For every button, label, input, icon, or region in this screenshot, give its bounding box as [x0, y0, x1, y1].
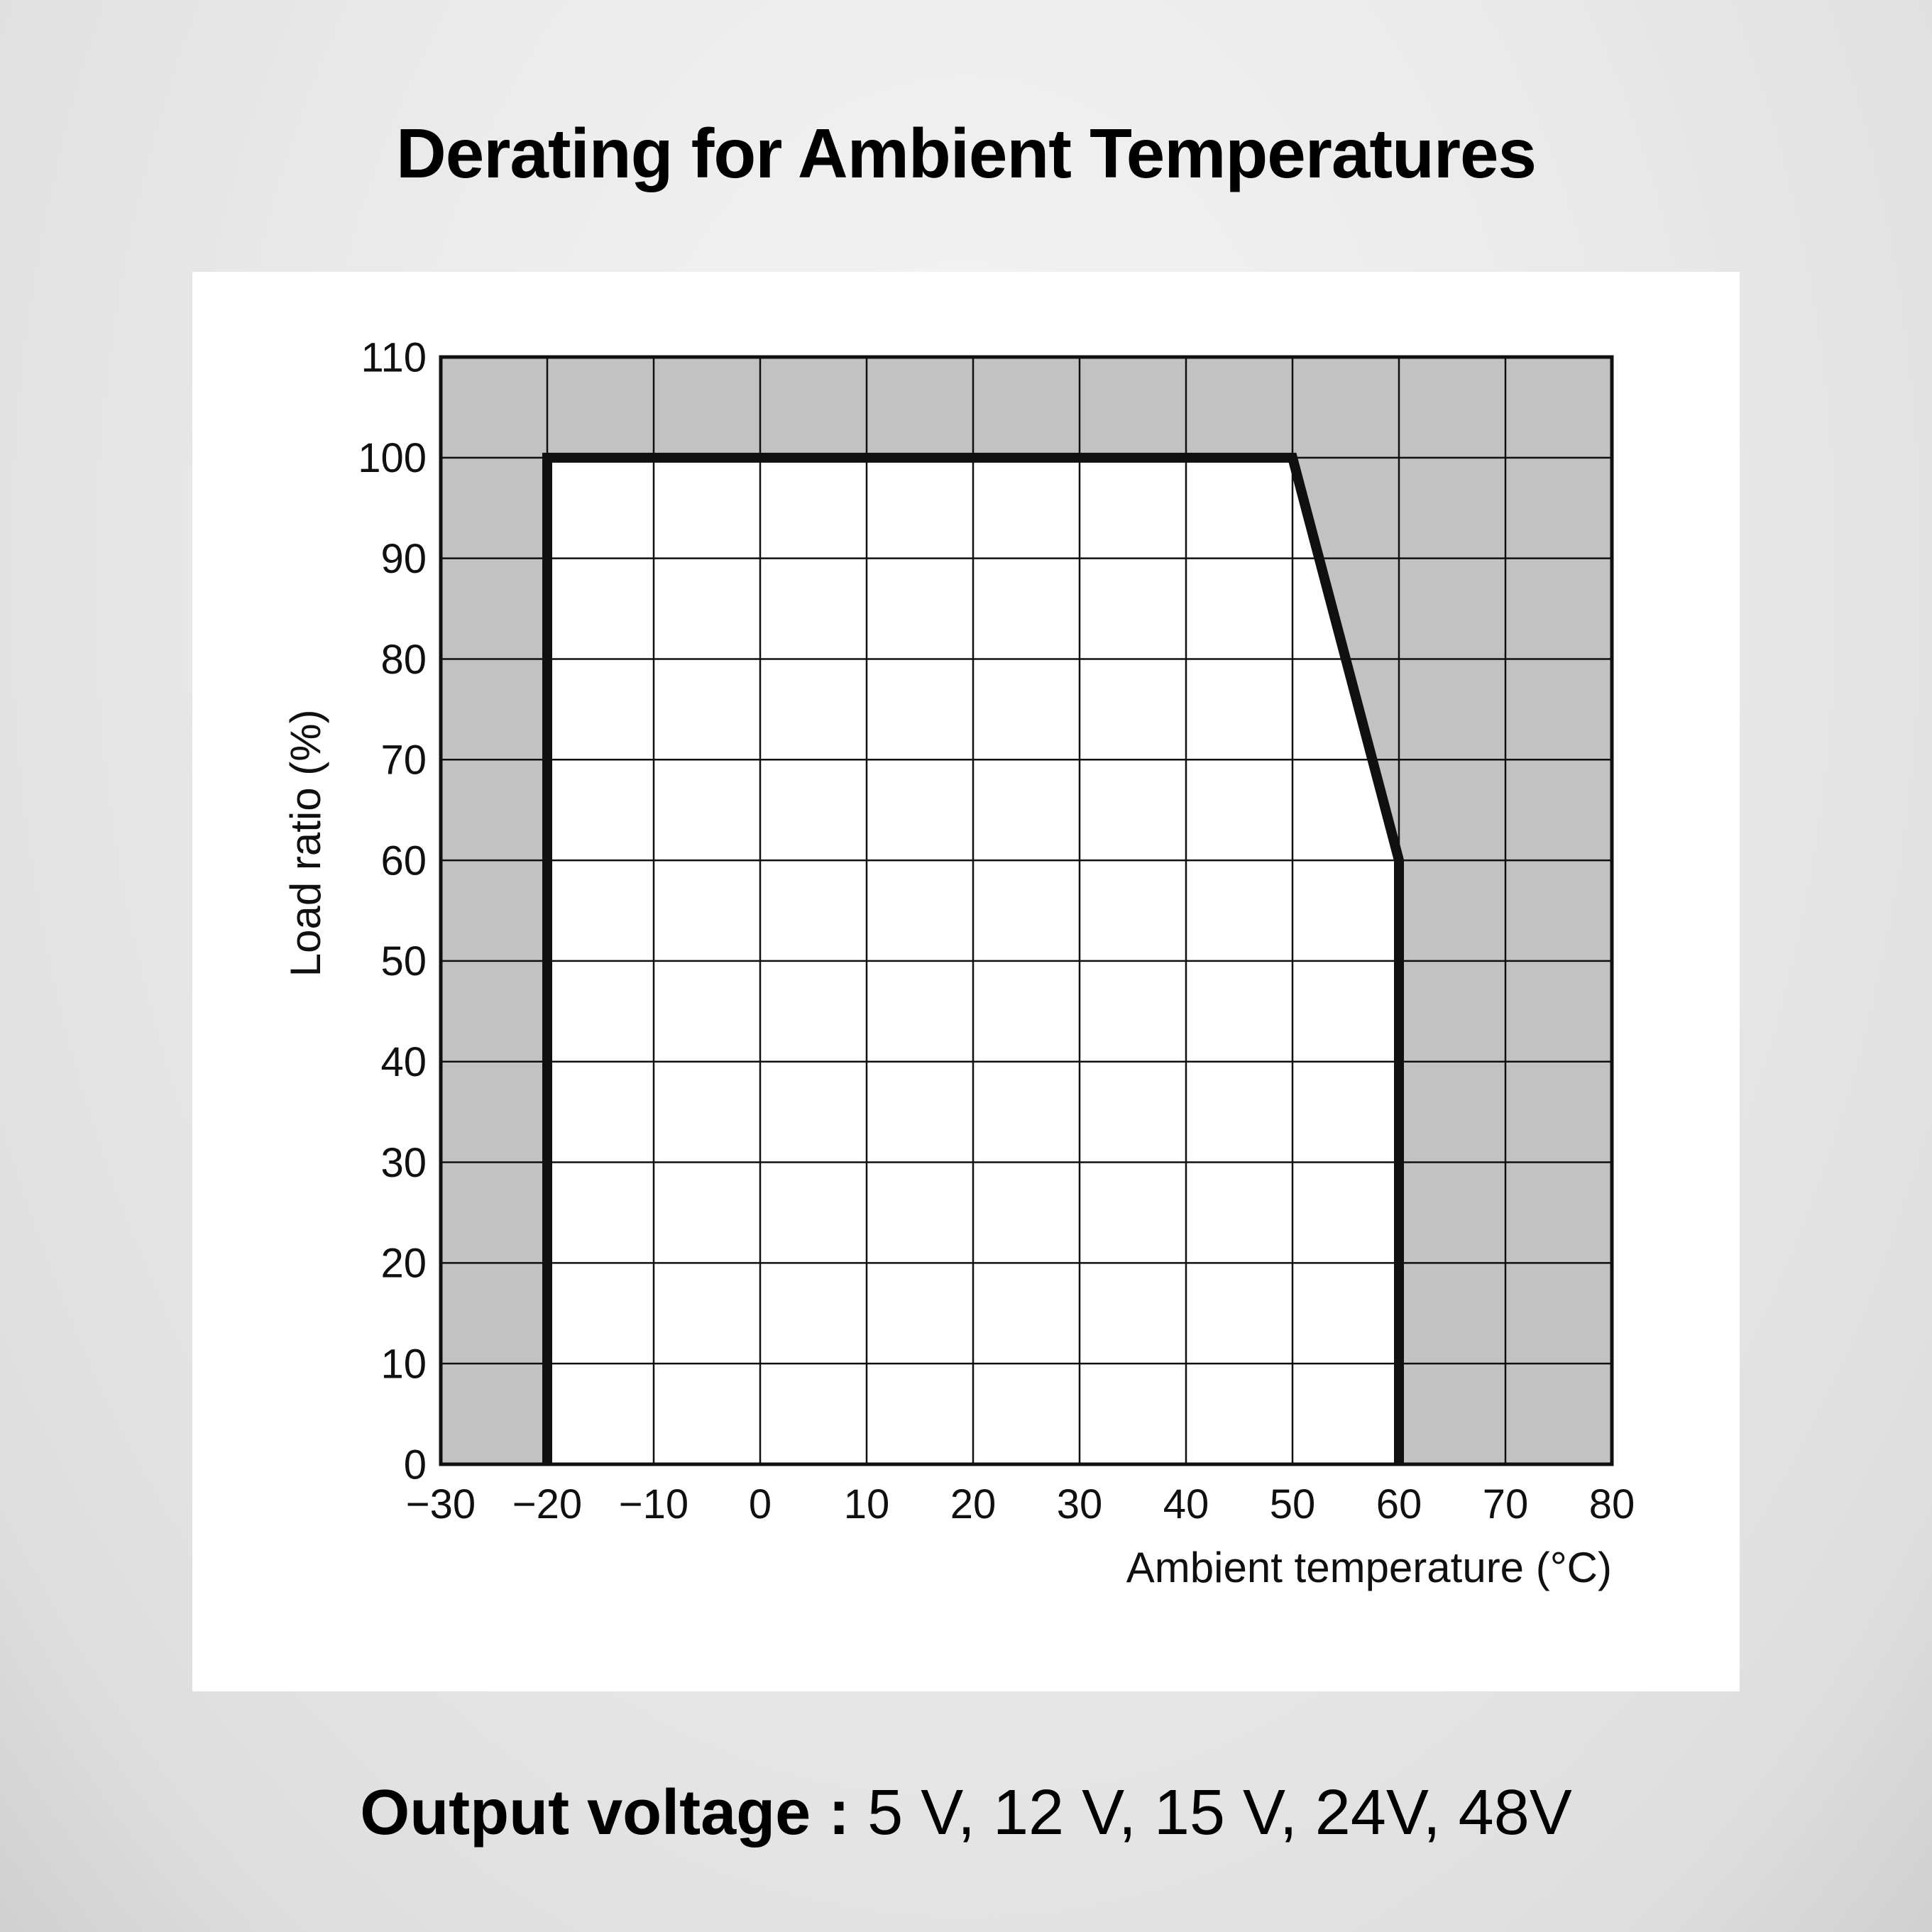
chart-container: 0102030405060708090100110−30−20−10010203…: [192, 272, 1740, 1691]
chart-title: Derating for Ambient Temperatures: [396, 114, 1536, 194]
y-tick-label: 40: [380, 1039, 427, 1085]
y-tick-label: 60: [380, 838, 427, 884]
y-tick-label: 30: [380, 1140, 427, 1186]
x-tick-label: −10: [619, 1481, 688, 1527]
y-tick-label: 50: [380, 938, 427, 984]
output-voltage-value: 5 V, 12 V, 15 V, 24V, 48V: [850, 1777, 1572, 1848]
x-tick-label: 20: [950, 1481, 997, 1527]
x-tick-label: 70: [1483, 1481, 1529, 1527]
y-tick-label: 70: [380, 737, 427, 784]
x-tick-label: −20: [512, 1481, 582, 1527]
output-voltage-line: Output voltage : 5 V, 12 V, 15 V, 24V, 4…: [360, 1777, 1572, 1850]
y-tick-label: 110: [361, 334, 427, 380]
y-tick-label: 80: [380, 637, 427, 683]
x-tick-label: 40: [1163, 1481, 1209, 1527]
x-tick-label: 30: [1057, 1481, 1103, 1527]
x-tick-label: 10: [844, 1481, 890, 1527]
output-voltage-label: Output voltage :: [360, 1777, 850, 1848]
y-tick-label: 90: [380, 536, 427, 582]
x-axis-label: Ambient temperature (°C): [1126, 1544, 1612, 1591]
x-tick-label: 80: [1589, 1481, 1635, 1527]
x-tick-label: 60: [1376, 1481, 1422, 1527]
derating-chart: 0102030405060708090100110−30−20−10010203…: [235, 307, 1690, 1642]
y-axis-label: Load ratio (%): [282, 709, 329, 977]
page: Derating for Ambient Temperatures 0 10 20 3…: [0, 0, 1932, 1932]
x-tick-label: 0: [749, 1481, 772, 1527]
y-tick-label: 20: [380, 1241, 427, 1287]
y-tick-label: 10: [380, 1341, 427, 1387]
x-tick-label: −30: [406, 1481, 476, 1527]
x-tick-label: 50: [1270, 1481, 1316, 1527]
y-tick-label: 100: [358, 435, 427, 481]
